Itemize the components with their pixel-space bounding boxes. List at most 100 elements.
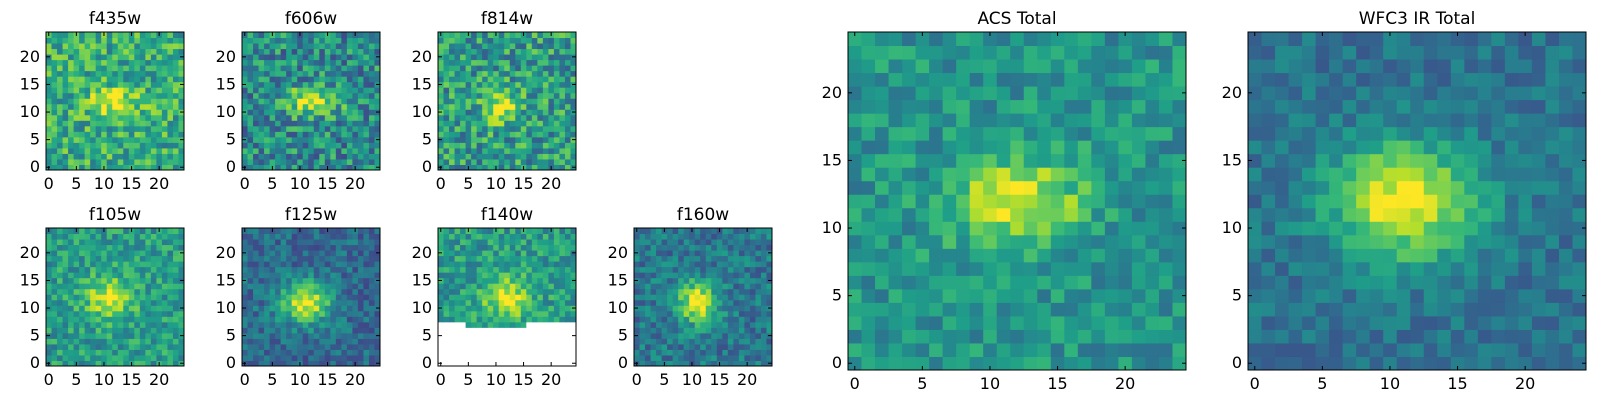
heatmap-cell (996, 261, 1011, 276)
heatmap-cell (509, 305, 516, 312)
heatmap-cell (68, 43, 75, 50)
heatmap-cell (178, 114, 185, 121)
heatmap-cell (84, 158, 91, 165)
heatmap-cell (471, 32, 478, 39)
heatmap-cell (888, 221, 903, 236)
heatmap-cell (498, 338, 505, 345)
heatmap-cell (253, 59, 260, 66)
heatmap-cell (1091, 275, 1106, 290)
heatmap-cell (90, 288, 97, 295)
heatmap-cell (253, 321, 260, 328)
heatmap-cell (504, 321, 511, 328)
heatmap-cell (172, 54, 179, 61)
heatmap-cell (438, 59, 445, 66)
heatmap-cell (253, 354, 260, 361)
heatmap-cell (156, 109, 163, 116)
heatmap-cell (504, 81, 511, 88)
heatmap-cell (368, 142, 375, 149)
heatmap-cell (341, 65, 348, 72)
heatmap-cell (1158, 180, 1173, 195)
heatmap-cell (760, 343, 767, 350)
heatmap-cell (324, 98, 331, 105)
heatmap-cell (515, 233, 522, 240)
heatmap-cell (330, 87, 337, 94)
heatmap-cell (258, 32, 265, 39)
heatmap-cell (139, 103, 146, 110)
heatmap-cell (319, 228, 326, 235)
heatmap-cell (482, 164, 489, 171)
heatmap-cell (374, 142, 381, 149)
heatmap-cell (744, 244, 751, 251)
heatmap-cell (62, 131, 69, 138)
heatmap-cell (498, 81, 505, 88)
heatmap-cell (145, 59, 152, 66)
heatmap-cell (678, 239, 685, 246)
heatmap-cell (68, 153, 75, 160)
heatmap-cell (564, 92, 571, 99)
heatmap-cell (531, 332, 538, 339)
heatmap-cell (112, 343, 119, 350)
heatmap-cell (548, 70, 555, 77)
heatmap-cell (678, 305, 685, 312)
heatmap-cell (178, 37, 185, 44)
heatmap-cell (330, 32, 337, 39)
heatmap-cell (493, 81, 500, 88)
heatmap-cell (559, 54, 566, 61)
heatmap-cell (548, 87, 555, 94)
heatmap-cell (471, 288, 478, 295)
heatmap-cell (112, 332, 119, 339)
heatmap-cell (443, 120, 450, 127)
heatmap-cell (68, 114, 75, 121)
heatmap-cell (656, 321, 663, 328)
heatmap-cell (73, 76, 80, 83)
heatmap-cell (755, 233, 762, 240)
heatmap-cell (460, 277, 467, 284)
heatmap-cell (150, 59, 157, 66)
heatmap-cell (95, 327, 102, 334)
heatmap-cell (476, 310, 483, 317)
heatmap-cell (661, 332, 668, 339)
heatmap-cell (504, 261, 511, 268)
heatmap-cell (368, 343, 375, 350)
heatmap-cell (460, 288, 467, 295)
heatmap-cell (357, 332, 364, 339)
heatmap-cell (62, 114, 69, 121)
heatmap-cell (531, 283, 538, 290)
heatmap-cell (286, 283, 293, 290)
heatmap-cell (374, 288, 381, 295)
heatmap-cell (330, 332, 337, 339)
heatmap-cell (172, 349, 179, 356)
heatmap-cell (357, 32, 364, 39)
heatmap-cell (443, 299, 450, 306)
heatmap-cell (341, 360, 348, 367)
heatmap-cell (667, 283, 674, 290)
heatmap-cell (537, 131, 544, 138)
heatmap-cell (548, 125, 555, 132)
heatmap-cell (766, 338, 773, 345)
heatmap-cell (744, 305, 751, 312)
heatmap-cell (150, 327, 157, 334)
heatmap-cell (280, 250, 287, 257)
heatmap-cell (269, 153, 276, 160)
heatmap-cell (117, 239, 124, 246)
heatmap-cell (291, 266, 298, 273)
heatmap-cell (861, 180, 876, 195)
heatmap-cell (531, 125, 538, 132)
heatmap-cell (57, 164, 64, 171)
heatmap-cell (694, 299, 701, 306)
heatmap-cell (269, 299, 276, 306)
heatmap-cell (656, 349, 663, 356)
heatmap-cell (46, 233, 53, 240)
heatmap-cell (302, 147, 309, 154)
heatmap-cell (275, 349, 282, 356)
heatmap-cell (515, 288, 522, 295)
heatmap-cell (247, 142, 254, 149)
heatmap-cell (62, 109, 69, 116)
heatmap-cell (969, 342, 984, 357)
heatmap-cell (1172, 234, 1187, 249)
heatmap-cell (570, 153, 577, 160)
heatmap-cell (128, 147, 135, 154)
heatmap-cell (744, 239, 751, 246)
heatmap-cell (749, 349, 756, 356)
heatmap-cell (548, 109, 555, 116)
